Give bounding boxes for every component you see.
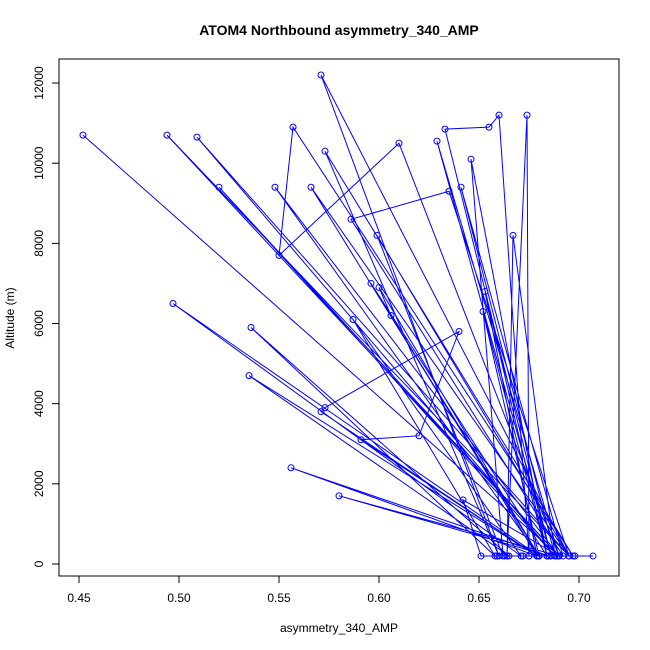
x-tick-label: 0.70 (567, 591, 591, 605)
data-point (357, 436, 365, 444)
data-point (495, 111, 503, 119)
data-point (467, 155, 475, 163)
data-point (553, 552, 561, 560)
data-point (481, 287, 489, 295)
data-point (445, 187, 453, 195)
x-tick-label: 0.45 (67, 591, 91, 605)
data-point (321, 404, 329, 412)
data-point (375, 283, 383, 291)
data-point (493, 552, 501, 560)
y-tick-label: 4000 (32, 390, 46, 417)
data-point (459, 496, 467, 504)
data-point (163, 131, 171, 139)
chart-title: ATOM4 Northbound asymmetry_340_AMP (199, 22, 479, 38)
data-point (271, 183, 279, 191)
data-point (335, 492, 343, 500)
data-point (193, 133, 201, 141)
series-layer (79, 71, 597, 560)
data-point (543, 552, 551, 560)
data-point (505, 552, 513, 560)
y-tick-label: 6000 (32, 310, 46, 337)
data-point (455, 328, 463, 336)
data-point (441, 125, 449, 133)
y-tick-label: 2000 (32, 470, 46, 497)
series-line (82, 74, 593, 558)
data-point (589, 552, 597, 560)
data-point (457, 183, 465, 191)
data-point (169, 299, 177, 307)
y-tick-label: 0 (32, 560, 46, 567)
data-point (491, 552, 499, 560)
data-point (317, 408, 325, 416)
data-point (395, 139, 403, 147)
y-tick-label: 10000 (32, 146, 46, 180)
data-point (287, 464, 295, 472)
y-tick-label: 8000 (32, 230, 46, 257)
data-point (533, 552, 541, 560)
data-point (415, 432, 423, 440)
data-point (433, 137, 441, 145)
data-point (479, 307, 487, 315)
data-point (321, 147, 329, 155)
data-point (349, 316, 357, 324)
x-tick-label: 0.50 (167, 591, 191, 605)
data-point (509, 231, 517, 239)
data-point (485, 123, 493, 131)
data-point (387, 311, 395, 319)
data-point (289, 123, 297, 131)
data-point (545, 552, 553, 560)
x-tick-label: 0.60 (367, 591, 391, 605)
data-point (247, 324, 255, 332)
data-point (275, 251, 283, 259)
data-point (517, 552, 525, 560)
x-axis-label: asymmetry_340_AMP (280, 621, 398, 635)
data-point (569, 552, 577, 560)
data-point (347, 215, 355, 223)
x-axis: 0.45 0.50 0.55 0.60 0.65 0.70 (67, 575, 591, 605)
data-point (307, 183, 315, 191)
y-axis: 0 2000 4000 6000 8000 10000 12000 (32, 66, 60, 567)
data-point (503, 552, 511, 560)
data-point (535, 552, 543, 560)
data-point (523, 111, 531, 119)
data-point (477, 552, 485, 560)
data-point (215, 183, 223, 191)
data-point (317, 71, 325, 79)
y-tick-label: 12000 (32, 66, 46, 100)
y-axis-label: Altitude (m) (3, 287, 17, 348)
data-point (367, 279, 375, 287)
data-point (79, 131, 87, 139)
data-point (555, 552, 563, 560)
x-tick-label: 0.65 (467, 591, 491, 605)
data-point (519, 552, 527, 560)
data-point (501, 552, 509, 560)
data-point (373, 231, 381, 239)
data-point (571, 552, 579, 560)
x-tick-label: 0.55 (267, 591, 291, 605)
data-point (245, 372, 253, 380)
